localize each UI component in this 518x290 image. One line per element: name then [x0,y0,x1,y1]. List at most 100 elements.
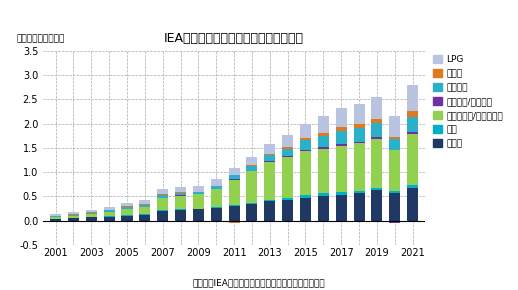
Bar [50,217,61,219]
Bar [336,146,347,192]
Bar [139,207,150,214]
Bar [389,221,400,222]
Bar [68,218,79,221]
Bar [264,161,276,162]
Bar [407,132,418,134]
Bar [264,144,276,154]
Bar [389,193,400,221]
Bar [121,207,133,209]
Bar [371,97,382,119]
Legend: LPG, ナフサ, ガソリン, ジェット/ケロシン, ガスオイル/ディーゼル, 重油, その他: LPG, ナフサ, ガソリン, ジェット/ケロシン, ガスオイル/ディーゼル, … [434,55,503,148]
Title: IEAによるインドの石油消費の伸び推移: IEAによるインドの石油消費の伸び推移 [164,32,304,46]
Bar [318,133,329,136]
Bar [50,216,61,217]
Bar [86,213,97,214]
Bar [104,217,114,221]
Bar [121,216,133,221]
Bar [121,215,133,216]
Bar [104,210,114,212]
Bar [50,219,61,221]
Bar [264,162,276,200]
Bar [264,155,276,161]
Bar [228,180,240,205]
Bar [228,221,240,222]
Bar [121,206,133,207]
Bar [336,127,347,131]
Bar [86,217,97,221]
Text: （百万バレル／日）: （百万バレル／日） [17,34,65,43]
Bar [282,147,293,149]
Bar [211,208,222,221]
Bar [264,201,276,221]
Bar [407,85,418,111]
Bar [193,186,204,192]
Bar [175,210,186,221]
Bar [389,139,400,150]
Bar [300,138,311,140]
Bar [104,212,114,216]
Bar [264,200,276,201]
Bar [211,179,222,186]
Bar [175,209,186,210]
Bar [228,168,240,175]
Bar [318,149,329,193]
Bar [247,157,257,165]
Text: （出所：IEAより住友商事グローバルリサーチ作成）: （出所：IEAより住友商事グローバルリサーチ作成） [193,278,325,287]
Bar [86,210,97,212]
Bar [175,195,186,196]
Bar [336,131,347,144]
Bar [193,194,204,209]
Bar [264,154,276,155]
Bar [175,192,186,193]
Bar [104,216,114,217]
Bar [282,157,293,198]
Bar [300,195,311,198]
Bar [68,216,79,218]
Bar [193,221,204,222]
Bar [68,212,79,214]
Bar [193,192,204,194]
Bar [157,211,168,221]
Bar [157,194,168,195]
Bar [353,128,365,142]
Bar [68,214,79,215]
Bar [175,193,186,195]
Bar [247,166,257,171]
Bar [157,189,168,194]
Bar [211,186,222,188]
Bar [139,205,150,207]
Bar [247,203,257,204]
Bar [353,104,365,124]
Bar [353,124,365,128]
Bar [175,186,186,192]
Bar [318,116,329,133]
Bar [121,209,133,215]
Bar [318,196,329,221]
Bar [407,134,418,185]
Bar [407,111,418,117]
Bar [211,207,222,208]
Bar [139,215,150,221]
Bar [300,151,311,195]
Bar [300,124,311,138]
Bar [318,147,329,149]
Bar [318,136,329,147]
Bar [228,175,240,179]
Bar [86,212,97,213]
Bar [139,200,150,204]
Bar [371,137,382,139]
Bar [407,188,418,221]
Bar [336,192,347,195]
Bar [371,119,382,123]
Bar [139,214,150,215]
Bar [389,116,400,137]
Bar [247,165,257,166]
Bar [389,191,400,193]
Bar [211,188,222,189]
Bar [336,144,347,146]
Bar [389,137,400,139]
Bar [157,198,168,210]
Bar [353,142,365,144]
Bar [228,206,240,221]
Bar [282,135,293,147]
